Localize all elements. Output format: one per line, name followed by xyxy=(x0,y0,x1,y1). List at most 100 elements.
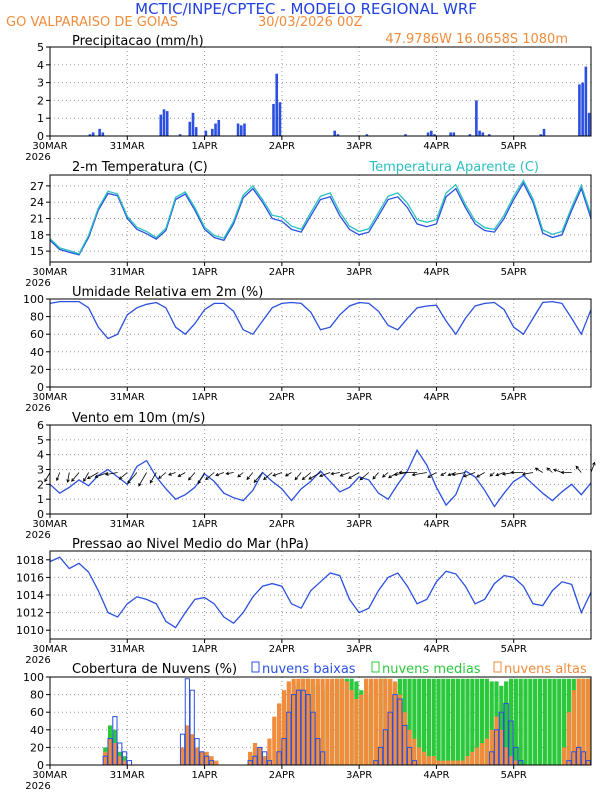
pressure-ytick-label: 1016 xyxy=(16,571,44,584)
humidity-title: Umidade Relativa em 2m (%) xyxy=(72,285,263,300)
medium-cloud-bar xyxy=(562,678,567,765)
high-cloud-bar xyxy=(402,712,407,765)
humidity-ytick-label: 0 xyxy=(37,381,44,394)
wind-xtick-label: 5APR xyxy=(501,519,527,530)
precip-ytick-label: 3 xyxy=(37,77,44,90)
medium-cloud-bar xyxy=(412,678,417,765)
medium-cloud-bar xyxy=(475,678,480,765)
humidity-xtick-label: 3APR xyxy=(346,392,372,403)
wind-ytick-label: 4 xyxy=(37,449,44,462)
precip-bar xyxy=(429,130,433,136)
pressure-ytick-label: 1018 xyxy=(16,554,44,567)
wind-arrow xyxy=(440,472,447,476)
wind-xtick-label: 2APR xyxy=(269,519,295,530)
precip-ytick-label: 5 xyxy=(37,41,44,54)
wind-xtick-label: 31MAR xyxy=(110,519,145,530)
precip-bar xyxy=(475,100,478,136)
high-cloud-bar xyxy=(359,694,364,765)
wind-arrow xyxy=(83,472,89,482)
medium-cloud-bar xyxy=(426,678,431,765)
high-cloud-bar xyxy=(455,760,460,765)
medium-cloud-bar xyxy=(489,681,494,765)
high-cloud-bar xyxy=(301,678,306,765)
high-cloud-bar xyxy=(349,690,354,765)
high-cloud-bar xyxy=(465,756,470,765)
medium-cloud-bar xyxy=(508,678,514,765)
clouds-title: Cobertura de Nuvens (%) xyxy=(72,662,237,677)
high-cloud-bar xyxy=(315,678,320,765)
precip-bar xyxy=(178,134,182,136)
precip-bar xyxy=(159,114,163,136)
wind-arrow xyxy=(427,472,437,478)
wind-xtick-label: 1APR xyxy=(191,519,217,530)
wind-arrow xyxy=(177,472,186,477)
high-cloud-bar xyxy=(103,751,108,765)
high-cloud-bar xyxy=(190,734,195,765)
high-cloud-bar xyxy=(576,678,581,765)
precipitation-panel: Precipitacao (mm/h) 0 1 2 3 4 5 30MAR 31MAR 1APR… xyxy=(25,34,592,163)
wind-arrow xyxy=(546,467,553,473)
high-cloud-bar xyxy=(286,681,291,765)
precip-bar xyxy=(239,125,243,136)
medium-cloud-bar xyxy=(542,678,547,765)
wind-arrow xyxy=(118,472,128,480)
pressure-xtick-label: 1APR xyxy=(191,644,217,655)
wind-ytick-label: 0 xyxy=(37,508,44,521)
precip-frame xyxy=(49,46,592,137)
humidity-ytick-label: 80 xyxy=(30,311,44,324)
precip-bar xyxy=(194,127,198,136)
medium-cloud-bar xyxy=(470,678,475,765)
wind-xtick-label: 30MAR xyxy=(32,519,67,530)
precip-bar xyxy=(433,134,436,136)
temperature-xtick-label: 31MAR xyxy=(110,267,145,278)
precip-grid xyxy=(50,47,591,136)
wind-arrow xyxy=(489,472,495,477)
wind-arrow xyxy=(476,472,485,478)
high-cloud-bar xyxy=(344,681,349,765)
humidity-grid xyxy=(50,299,591,387)
medium-cloud-bar xyxy=(431,678,436,765)
wind-arrow xyxy=(44,472,51,483)
wind-arrow xyxy=(127,472,138,485)
high-cloud-bar xyxy=(450,760,456,765)
precip-xtick-label: 1APR xyxy=(191,141,217,152)
precip-xtick-label: 2APR xyxy=(269,141,295,152)
high-cloud-bar xyxy=(325,678,330,765)
wind-arrow xyxy=(284,472,292,477)
clouds-ytick-label: 20 xyxy=(30,741,44,754)
high-cloud-bar xyxy=(508,756,514,765)
medium-cloud-bar xyxy=(446,678,451,765)
humidity-xtick-label: 4APR xyxy=(423,392,449,403)
high-cloud-bar xyxy=(383,678,388,765)
high-cloud-bar xyxy=(586,678,591,765)
temperature-xtick-label: 5APR xyxy=(501,267,527,278)
high-cloud-bar xyxy=(571,690,576,765)
high-cloud-bar xyxy=(436,760,441,765)
pressure-year-label: 2026 xyxy=(25,655,50,666)
precipitation-title: Precipitacao (mm/h) xyxy=(72,34,204,49)
wind-arrow xyxy=(263,472,273,481)
temperature-ytick-label: 15 xyxy=(30,245,44,258)
medium-cloud-bar xyxy=(533,678,538,765)
humidity-year-label: 2026 xyxy=(25,403,50,414)
high-cloud-bar xyxy=(185,725,190,765)
wind-arrow xyxy=(301,472,312,481)
temperature-grid xyxy=(50,175,591,262)
temperature-xtick-label: 30MAR xyxy=(32,267,67,278)
high-cloud-bar xyxy=(310,678,316,765)
high-cloud-bar xyxy=(204,751,209,765)
high-cloud-bar xyxy=(194,747,200,765)
medium-cloud-bar xyxy=(441,678,446,765)
pressure-xtick-label: 3APR xyxy=(346,644,372,655)
wind-arrow xyxy=(339,472,350,477)
high-cloud-bar xyxy=(421,751,427,765)
precip-bar xyxy=(211,128,214,136)
high-cloud-bar xyxy=(441,760,446,765)
temperature-series-cyan xyxy=(49,179,592,255)
wind-ytick-label: 1 xyxy=(37,493,44,506)
high-cloud-bar xyxy=(513,760,518,765)
wind-arrow xyxy=(197,472,205,485)
